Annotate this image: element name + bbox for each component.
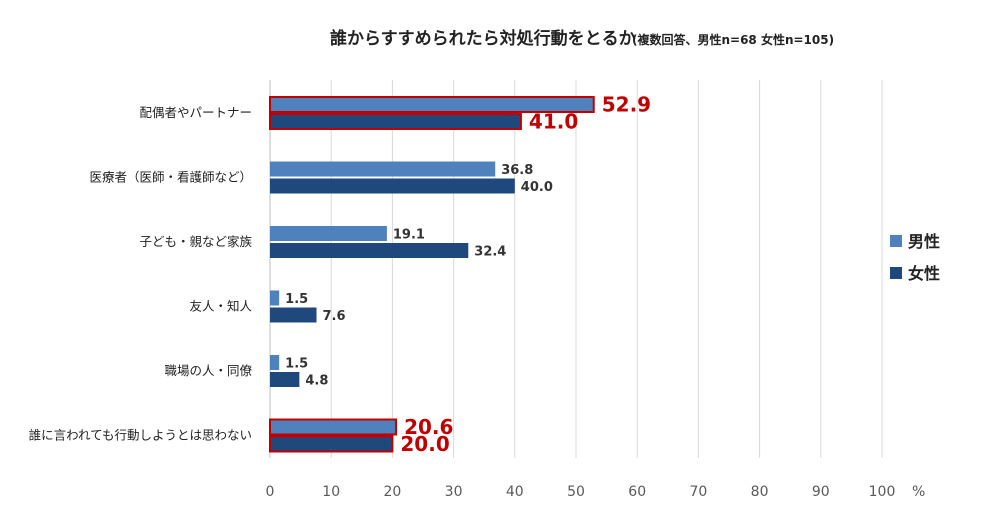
x-tick-label: 100 [869, 484, 896, 500]
legend-swatch-male [890, 235, 902, 247]
data-label: 20.6 [404, 415, 453, 439]
x-tick-label: 40 [506, 484, 524, 500]
category-label: 友人・知人 [189, 299, 252, 314]
legend-label-female: 女性 [908, 264, 940, 283]
data-label: 1.5 [285, 292, 308, 307]
bar-female [269, 435, 394, 453]
legend: 男性 女性 [890, 232, 940, 283]
bar-male [269, 96, 595, 113]
bar-male [270, 290, 280, 306]
x-tick-label: 60 [628, 484, 646, 500]
category-label: 配偶者やパートナー [139, 105, 252, 120]
x-tick-label: 10 [322, 484, 340, 500]
category-label: 子ども・親など家族 [139, 234, 252, 249]
bars: 52.9 41.0 36.8 40.0 19.1 32.4 1.5 7.6 1.5 4.8 20.6… [269, 93, 651, 456]
x-tick-label: 20 [383, 484, 401, 500]
x-tick-label: 90 [812, 484, 830, 500]
x-unit-label: % [912, 484, 925, 500]
bar-male [270, 226, 387, 241]
x-tick-labels: 0 10 20 30 40 50 60 70 80 90 100 [266, 484, 896, 500]
bar-female [270, 307, 317, 323]
data-label: 20.0 [400, 432, 449, 456]
data-label: 4.8 [305, 374, 328, 389]
bar-male [270, 161, 496, 177]
bar-female [270, 243, 469, 258]
bar-female [270, 178, 515, 194]
category-label: 職場の人・同僚 [164, 363, 252, 378]
x-tick-label: 50 [567, 484, 585, 500]
data-label: 36.8 [501, 163, 533, 178]
bar-female [269, 113, 522, 130]
data-label: 1.5 [285, 357, 308, 372]
gridlines [269, 80, 883, 458]
category-label: 医療者（医師・看護師など） [89, 170, 252, 185]
category-label: 誰に言われても行動しようとは思わない [29, 428, 252, 443]
bar-male [269, 418, 398, 436]
data-label: 41.0 [529, 110, 578, 134]
data-label: 7.6 [323, 309, 346, 324]
x-tick-label: 0 [266, 484, 275, 500]
bar-male [270, 355, 280, 370]
data-label: 19.1 [393, 228, 425, 243]
chart-subtitle: (複数回答、男性n=68 女性n=105) [632, 32, 834, 47]
legend-swatch-female [890, 267, 902, 279]
legend-label-male: 男性 [908, 232, 940, 251]
data-label: 32.4 [474, 245, 506, 260]
x-tick-label: 80 [751, 484, 769, 500]
x-tick-label: 30 [445, 484, 463, 500]
data-label: 40.0 [521, 180, 553, 195]
x-tick-label: 70 [689, 484, 707, 500]
data-label: 52.9 [602, 93, 651, 117]
bar-female [270, 372, 300, 387]
chart-title: 誰からすすめられたら対処行動をとるか [330, 28, 636, 49]
